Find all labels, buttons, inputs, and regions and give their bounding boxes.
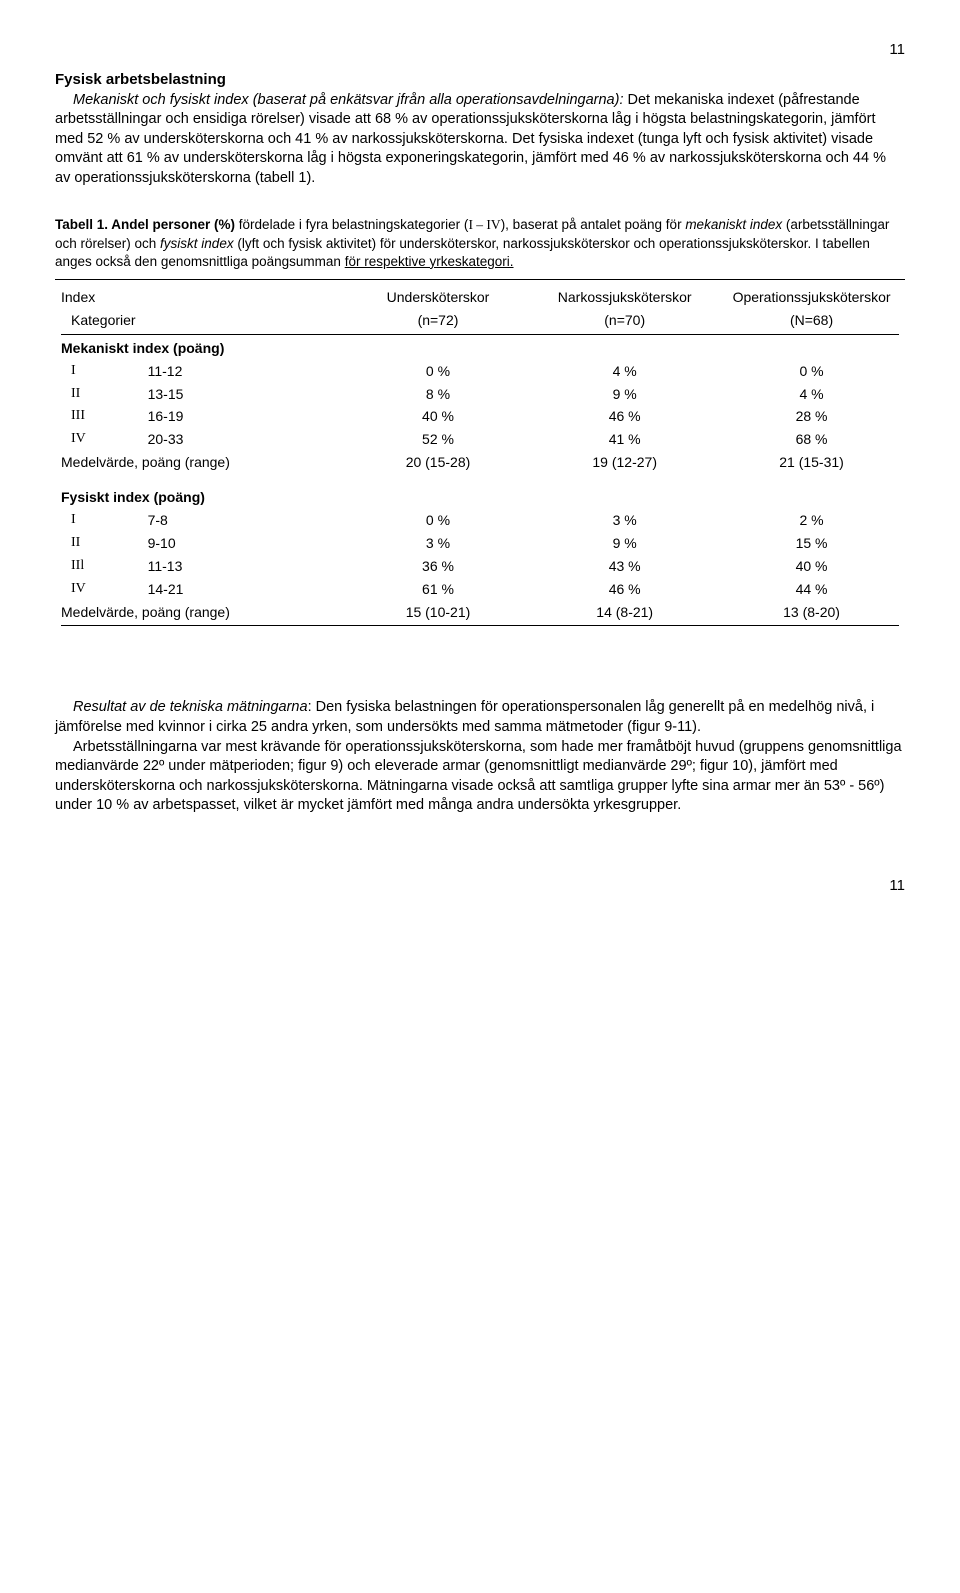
- mek-mean-n: 19 (12-27): [531, 451, 718, 474]
- caption-t1: fördelade i fyra belastningskategorier (: [235, 217, 468, 232]
- paragraph-1: Mekaniskt och fysiskt index (baserat på …: [55, 91, 905, 189]
- rule-bottom: [61, 625, 899, 626]
- fys-o2: 40 %: [718, 555, 905, 578]
- table-row: I 11-12 0 % 4 % 0 %: [55, 360, 905, 383]
- fys-n1: 9 %: [531, 532, 718, 555]
- table-row: Medelvärde, poäng (range) 15 (10-21) 14 …: [55, 601, 905, 624]
- section-heading: Fysisk arbetsbelastning: [55, 70, 905, 90]
- mek-rng3: 20-33: [142, 428, 345, 451]
- th-kat: Kategorier: [55, 309, 142, 332]
- fys-rng0: 7-8: [142, 509, 345, 532]
- mek-r1: II: [55, 383, 142, 406]
- fys-n3: 46 %: [531, 578, 718, 601]
- mek-rng2: 16-19: [142, 405, 345, 428]
- th-narkos-n: (n=70): [531, 309, 718, 332]
- th-op: Operationssjuksköterskor: [718, 286, 905, 309]
- fys-u3: 61 %: [345, 578, 532, 601]
- mek-n2: 46 %: [531, 405, 718, 428]
- mek-o1: 4 %: [718, 383, 905, 406]
- mek-n1: 9 %: [531, 383, 718, 406]
- fys-o3: 44 %: [718, 578, 905, 601]
- results-italic: Resultat av de tekniska mätningarna: [73, 699, 308, 715]
- mek-o2: 28 %: [718, 405, 905, 428]
- fys-u1: 3 %: [345, 532, 532, 555]
- th-under: Undersköterskor: [345, 286, 532, 309]
- fys-head: Fysiskt index (poäng): [55, 474, 905, 509]
- fys-n2: 43 %: [531, 555, 718, 578]
- fys-mean-n: 14 (8-21): [531, 601, 718, 624]
- results-block: Resultat av de tekniska mätningarna: Den…: [55, 698, 905, 815]
- table-row: IV 14-21 61 % 46 % 44 %: [55, 578, 905, 601]
- th-index: Index: [55, 286, 142, 309]
- para1-italic: Mekaniskt och fysiskt index (baserat på …: [73, 92, 623, 108]
- fys-u0: 0 %: [345, 509, 532, 532]
- page-number-top: 11: [55, 40, 905, 60]
- mek-n0: 4 %: [531, 360, 718, 383]
- fys-mean-u: 15 (10-21): [345, 601, 532, 624]
- mek-mean-o: 21 (15-31): [718, 451, 905, 474]
- th-narkos: Narkossjuksköterskor: [531, 286, 718, 309]
- fys-rng3: 14-21: [142, 578, 345, 601]
- fys-r2: IIl: [55, 555, 142, 578]
- mek-mean-u: 20 (15-28): [345, 451, 532, 474]
- fys-o0: 2 %: [718, 509, 905, 532]
- mek-o3: 68 %: [718, 428, 905, 451]
- table-row: I 7-8 0 % 3 % 2 %: [55, 509, 905, 532]
- fys-mean-o: 13 (8-20): [718, 601, 905, 624]
- fys-r3: IV: [55, 578, 142, 601]
- mek-head: Mekaniskt index (poäng): [55, 337, 905, 360]
- caption-i2: fysiskt index: [160, 236, 234, 251]
- fys-n0: 3 %: [531, 509, 718, 532]
- caption-bold: Tabell 1. Andel personer (%): [55, 217, 235, 232]
- table-row: IIl 11-13 36 % 43 % 40 %: [55, 555, 905, 578]
- fys-r1: II: [55, 532, 142, 555]
- table-row: II 13-15 8 % 9 % 4 %: [55, 383, 905, 406]
- fys-rng1: 9-10: [142, 532, 345, 555]
- mek-u3: 52 %: [345, 428, 532, 451]
- fys-o1: 15 %: [718, 532, 905, 555]
- table-row: II 9-10 3 % 9 % 15 %: [55, 532, 905, 555]
- rule-header: [61, 334, 899, 335]
- results-2: Arbetsställningarna var mest krävande fö…: [55, 738, 905, 816]
- mek-n3: 41 %: [531, 428, 718, 451]
- page-number-bottom: 11: [55, 876, 905, 896]
- fys-mean-label: Medelvärde, poäng (range): [55, 601, 345, 624]
- table-row: III 16-19 40 % 46 % 28 %: [55, 405, 905, 428]
- fys-u2: 36 %: [345, 555, 532, 578]
- data-table: Index Undersköterskor Narkossjukskötersk…: [55, 286, 905, 628]
- mek-u2: 40 %: [345, 405, 532, 428]
- mek-rng0: 11-12: [142, 360, 345, 383]
- mek-mean-label: Medelvärde, poäng (range): [55, 451, 345, 474]
- caption-i1: mekaniskt index: [685, 217, 782, 232]
- th-op-n: (N=68): [718, 309, 905, 332]
- caption-roman: I – IV: [468, 217, 500, 232]
- caption-underline: för respektive yrkeskategori.: [345, 254, 514, 269]
- mek-rng1: 13-15: [142, 383, 345, 406]
- mek-u0: 0 %: [345, 360, 532, 383]
- mek-r0: I: [55, 360, 142, 383]
- fys-r0: I: [55, 509, 142, 532]
- table-row: IV 20-33 52 % 41 % 68 %: [55, 428, 905, 451]
- fys-rng2: 11-13: [142, 555, 345, 578]
- rule-top: [55, 279, 905, 280]
- table-caption: Tabell 1. Andel personer (%) fördelade i…: [55, 216, 905, 271]
- table-row: Medelvärde, poäng (range) 20 (15-28) 19 …: [55, 451, 905, 474]
- mek-r3: IV: [55, 428, 142, 451]
- th-under-n: (n=72): [345, 309, 532, 332]
- mek-o0: 0 %: [718, 360, 905, 383]
- caption-t2: ), baserat på antalet poäng för: [501, 217, 686, 232]
- mek-r2: III: [55, 405, 142, 428]
- mek-u1: 8 %: [345, 383, 532, 406]
